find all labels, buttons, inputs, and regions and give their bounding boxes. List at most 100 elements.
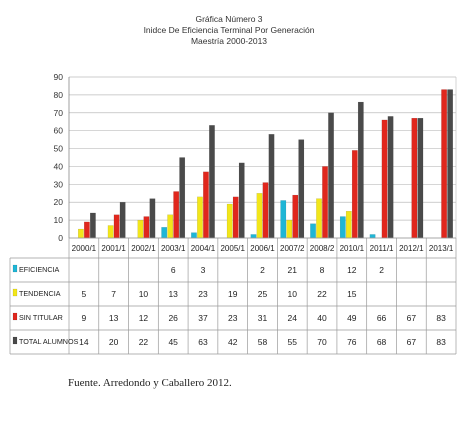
- x-tick-label: 2005/1: [220, 244, 245, 253]
- x-tick-label: 2004/1: [191, 244, 216, 253]
- data-label: 70: [317, 337, 327, 347]
- bar-sin-titular: [143, 216, 150, 239]
- data-label: 45: [168, 337, 178, 347]
- legend-label: TENDENCIA: [19, 289, 61, 298]
- bar-tendencia: [107, 225, 114, 239]
- bar-tendencia: [78, 228, 84, 239]
- data-label: 19: [228, 289, 238, 299]
- bar-sin-titular: [113, 214, 120, 239]
- chart-subtitle: Inidce De Eficiencia Terminal Por Genera…: [143, 25, 315, 35]
- data-label: 6: [171, 265, 176, 275]
- data-label: 26: [168, 313, 178, 323]
- bar-tendencia: [286, 219, 293, 239]
- data-label: 31: [258, 313, 268, 323]
- y-tick-label: 0: [58, 233, 63, 243]
- bar-total-alumnos: [328, 112, 334, 239]
- data-label: 22: [139, 337, 149, 347]
- legend-label: EFICIENCIA: [19, 265, 60, 274]
- data-label: 3: [201, 265, 206, 275]
- data-label: 14: [79, 337, 89, 347]
- y-tick-label: 90: [54, 72, 64, 82]
- x-tick-label: 2012/1: [399, 244, 424, 253]
- data-label: 49: [347, 313, 357, 323]
- bar-tendencia: [345, 211, 352, 239]
- data-label: 23: [198, 289, 208, 299]
- x-tick-label: 2008/2: [310, 244, 335, 253]
- bar-total-alumnos: [238, 162, 245, 239]
- x-tick-label: 2007/2: [280, 244, 305, 253]
- bar-eficiencia: [161, 227, 168, 239]
- x-tick-label: 2003/1: [161, 244, 186, 253]
- data-label: 37: [198, 313, 208, 323]
- bar-sin-titular: [441, 89, 447, 239]
- data-label: 9: [82, 313, 87, 323]
- bar-sin-titular: [262, 182, 269, 239]
- data-label: 83: [436, 313, 446, 323]
- legend-label: TOTAL ALUMNOS: [19, 337, 79, 346]
- x-tick-label: 2013/1: [429, 244, 454, 253]
- data-label: 67: [407, 313, 417, 323]
- bar-tendencia: [226, 203, 233, 239]
- y-tick-label: 80: [54, 90, 64, 100]
- data-label: 12: [139, 313, 149, 323]
- data-label: 68: [377, 337, 387, 347]
- y-tick-label: 30: [54, 179, 64, 189]
- x-tick-label: 2002/1: [131, 244, 156, 253]
- data-label: 42: [228, 337, 238, 347]
- bar-sin-titular: [411, 117, 418, 239]
- data-label: 40: [317, 313, 327, 323]
- data-label: 7: [111, 289, 116, 299]
- bar-tendencia: [137, 219, 144, 239]
- data-label: 10: [139, 289, 149, 299]
- data-label: 22: [317, 289, 327, 299]
- data-label: 83: [436, 337, 446, 347]
- legend-swatch: [12, 336, 18, 345]
- bar-total-alumnos: [298, 139, 305, 239]
- data-label: 63: [198, 337, 208, 347]
- bar-eficiencia: [250, 234, 257, 239]
- data-label: 55: [288, 337, 298, 347]
- bar-sin-titular: [203, 171, 209, 239]
- y-tick-label: 10: [54, 215, 64, 225]
- legend-swatch: [12, 288, 18, 297]
- x-tick-label: 2006/1: [250, 244, 275, 253]
- x-tick-label: 2011/1: [370, 244, 394, 253]
- bar-total-alumnos: [209, 125, 215, 239]
- x-tick-label: 2000/1: [72, 244, 97, 253]
- data-label: 13: [168, 289, 178, 299]
- bar-eficiencia: [339, 216, 346, 239]
- chart-subtitle-2: Maestría 2000-2013: [190, 36, 268, 46]
- source-note: Fuente. Arredondo y Caballero 2012.: [68, 377, 232, 389]
- bar-total-alumnos: [268, 134, 275, 239]
- y-tick-label: 50: [54, 144, 64, 154]
- bar-total-alumnos: [447, 89, 453, 239]
- data-label: 67: [407, 337, 417, 347]
- y-tick-label: 40: [54, 161, 64, 171]
- bar-eficiencia: [310, 223, 316, 239]
- bar-sin-titular: [232, 196, 239, 239]
- bar-tendencia: [197, 196, 203, 239]
- bar-total-alumnos: [179, 157, 186, 239]
- bar-eficiencia: [369, 234, 376, 239]
- bar-eficiencia: [191, 232, 197, 239]
- y-tick-label: 60: [54, 126, 64, 136]
- bar-sin-titular: [322, 166, 328, 239]
- bar-total-alumnos: [119, 202, 126, 239]
- bar-sin-titular: [381, 119, 388, 239]
- data-label: 2: [260, 265, 265, 275]
- bar-sin-titular: [351, 150, 358, 239]
- bar-total-alumnos: [357, 101, 364, 239]
- data-label: 76: [347, 337, 357, 347]
- bar-sin-titular: [84, 221, 90, 239]
- data-label: 5: [82, 289, 87, 299]
- data-label: 12: [347, 265, 357, 275]
- data-label: 25: [258, 289, 268, 299]
- x-tick-label: 2010/1: [340, 244, 365, 253]
- chart-titles: Gráfica Número 3 Inidce De Eficiencia Te…: [0, 14, 458, 47]
- data-label: 24: [288, 313, 298, 323]
- y-tick-label: 20: [54, 197, 64, 207]
- legend-swatch: [12, 312, 18, 321]
- data-label: 15: [347, 289, 357, 299]
- bar-tendencia: [316, 198, 322, 239]
